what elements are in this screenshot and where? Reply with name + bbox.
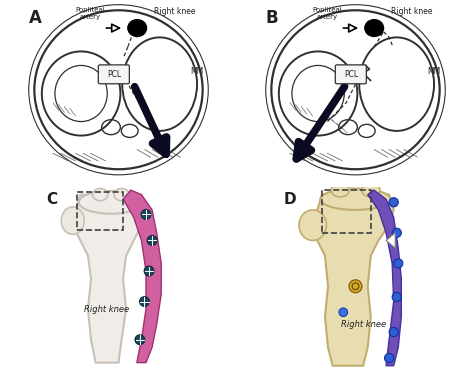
- Circle shape: [135, 335, 145, 344]
- Circle shape: [392, 228, 401, 237]
- Circle shape: [147, 236, 157, 245]
- Text: PCL: PCL: [344, 70, 358, 79]
- Circle shape: [394, 259, 403, 268]
- Ellipse shape: [299, 210, 327, 240]
- Text: Popliteal
artery: Popliteal artery: [75, 7, 105, 21]
- Circle shape: [384, 353, 394, 363]
- Circle shape: [389, 198, 398, 207]
- Text: Right knee: Right knee: [341, 320, 386, 329]
- Text: C: C: [47, 191, 58, 206]
- FancyBboxPatch shape: [98, 65, 129, 84]
- FancyArrowPatch shape: [343, 24, 356, 32]
- Text: PCL: PCL: [107, 70, 121, 79]
- Circle shape: [392, 292, 401, 301]
- FancyBboxPatch shape: [335, 65, 366, 84]
- Ellipse shape: [365, 19, 383, 37]
- Text: MM: MM: [191, 67, 204, 76]
- Text: Right knee: Right knee: [84, 305, 129, 314]
- Text: Right knee: Right knee: [154, 7, 195, 16]
- Circle shape: [339, 308, 347, 316]
- Bar: [77, 191, 123, 230]
- Polygon shape: [313, 194, 394, 366]
- Ellipse shape: [320, 188, 391, 210]
- Ellipse shape: [79, 191, 143, 214]
- Text: MM: MM: [428, 67, 441, 76]
- Ellipse shape: [114, 188, 129, 201]
- Circle shape: [389, 328, 398, 337]
- Text: A: A: [29, 9, 42, 27]
- Text: D: D: [284, 191, 296, 206]
- Ellipse shape: [128, 19, 146, 37]
- Text: Right knee: Right knee: [391, 7, 432, 16]
- Ellipse shape: [362, 183, 380, 197]
- Circle shape: [139, 297, 149, 306]
- Polygon shape: [73, 194, 146, 363]
- Ellipse shape: [61, 207, 84, 234]
- FancyArrowPatch shape: [106, 24, 119, 32]
- Circle shape: [141, 209, 151, 220]
- Circle shape: [349, 280, 362, 293]
- Text: B: B: [266, 9, 278, 27]
- Polygon shape: [368, 190, 401, 366]
- Polygon shape: [123, 190, 161, 363]
- Ellipse shape: [331, 183, 349, 197]
- Bar: [322, 190, 371, 233]
- Text: Popliteal
artery: Popliteal artery: [312, 7, 342, 21]
- Polygon shape: [386, 233, 395, 248]
- Circle shape: [144, 266, 154, 276]
- Ellipse shape: [92, 188, 108, 201]
